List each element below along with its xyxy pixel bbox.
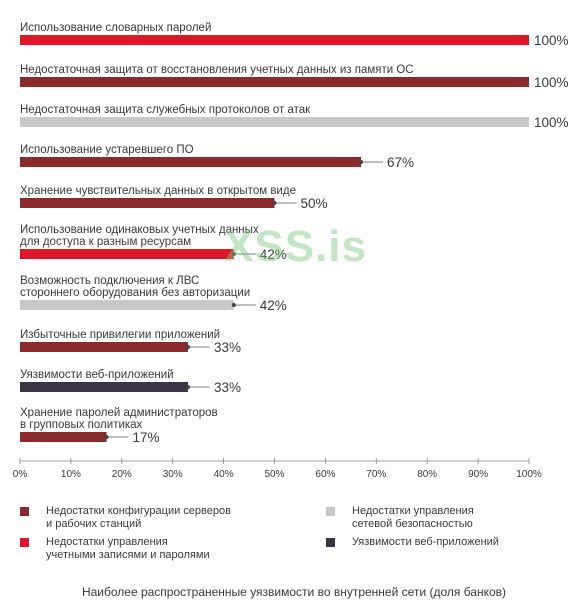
chart-caption: Наиболее распространенные уязвимости во … (81, 585, 507, 599)
category-label: Недостаточная защита служебных протоколо… (20, 104, 311, 116)
value-label: 50% (301, 196, 328, 211)
value-label: 33% (214, 340, 241, 355)
bar-end-dot (185, 345, 190, 349)
category-label: Хранение чувствительных данных в открыто… (20, 185, 296, 197)
category-label: для доступа к разным ресурсам (20, 236, 191, 248)
x-tick-label: 20% (112, 469, 132, 480)
bar-end-dot (231, 303, 236, 307)
value-label: 100% (534, 115, 569, 130)
x-tick-label: 40% (214, 469, 234, 480)
category-label: Недостаточная защита от восстановления у… (20, 64, 414, 76)
x-tick-label: 90% (468, 469, 488, 480)
value-label: 100% (534, 75, 569, 90)
value-label: 100% (534, 33, 569, 48)
x-tick-label: 60% (315, 469, 335, 480)
value-label: 33% (214, 380, 241, 395)
category-label: Возможность подключения к ЛВС (20, 275, 199, 287)
category-label: Уязвимости веб-приложений (20, 369, 174, 381)
category-label: Использование устаревшего ПО (20, 144, 194, 156)
bar-chart: Использование словарных паролей 100% Недос… (13, 22, 569, 480)
bar (20, 382, 188, 392)
category-label: Использование одинаковых учетных данных (20, 224, 259, 236)
bar (20, 157, 362, 167)
bar (20, 432, 107, 442)
bar-end-dot (231, 252, 236, 256)
bar-end-dot (185, 385, 190, 389)
bar-end-dot (104, 435, 109, 439)
value-label: 67% (387, 155, 414, 170)
bar-end-dot (272, 201, 277, 205)
category-label: стороннего оборудования без авторизации (20, 287, 250, 299)
value-label: 42% (260, 247, 287, 262)
bar (20, 198, 275, 208)
bar (20, 249, 234, 259)
bar (20, 117, 529, 127)
bar (20, 342, 188, 352)
category-label: в групповых политиках (20, 419, 143, 431)
category-label: Использование словарных паролей (20, 22, 211, 34)
category-label: Избыточные привилегии приложений (20, 329, 220, 341)
value-label: 17% (133, 430, 160, 445)
x-tick-label: 100% (516, 469, 542, 480)
bar-end-dot (359, 160, 364, 164)
bar (20, 300, 234, 310)
x-tick-label: 50% (264, 469, 284, 480)
x-tick-label: 70% (366, 469, 386, 480)
value-label: 42% (260, 298, 287, 313)
bar (20, 77, 529, 87)
x-tick-label: 10% (61, 469, 81, 480)
watermark: XSS.is (224, 222, 367, 271)
x-tick-label: 30% (163, 469, 183, 480)
category-label: Хранение паролей администраторов (20, 407, 218, 419)
x-tick-label: 0% (13, 469, 28, 480)
x-tick-label: 80% (417, 469, 437, 480)
bar (20, 35, 529, 45)
